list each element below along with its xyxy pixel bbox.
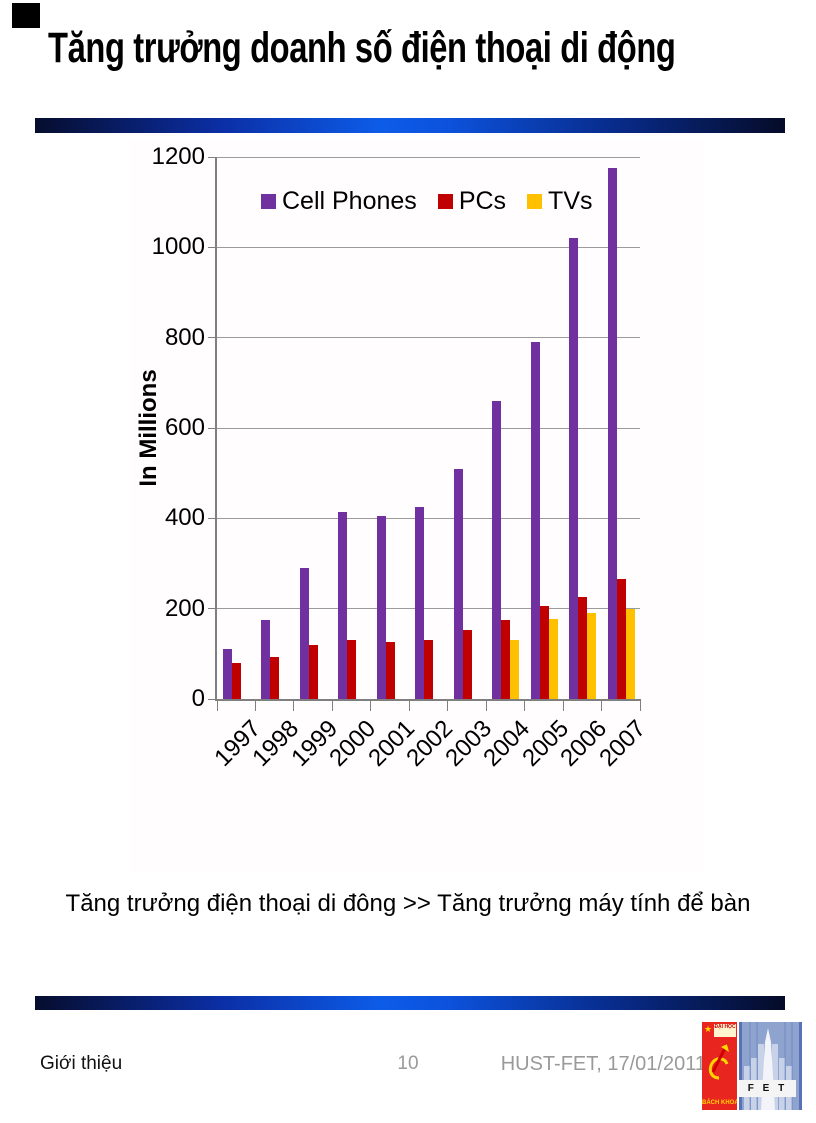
x-tickmark-0 [216, 699, 218, 711]
y-tickmark-400 [208, 517, 217, 519]
bar-pcs-2004 [501, 619, 511, 699]
y-tick-label-1000: 1000 [151, 233, 205, 261]
footer-credit: HUST-FET, 17/01/2011 [500, 1053, 706, 1075]
x-tickmark-9 [562, 699, 564, 711]
x-tickmark-4 [370, 699, 372, 711]
legend-swatch-icon [527, 194, 543, 209]
y-tickmark-1200 [208, 156, 217, 158]
bar-pcs-2003 [462, 630, 472, 699]
bar-pcs-1997 [232, 662, 241, 699]
y-tickmark-800 [208, 337, 217, 339]
gridline-400 [217, 517, 640, 519]
bar-pcs-1998 [270, 657, 280, 699]
bar-pcs-2006 [578, 597, 588, 699]
bar-chart: In Millions 0 200 400 600 800 1000 1200 1997 19… [130, 140, 705, 872]
legend-label: PCs [458, 187, 507, 215]
gridline-200 [217, 608, 640, 610]
y-tickmark-200 [208, 608, 217, 610]
x-tickmark-7 [485, 699, 487, 711]
x-tickmark-8 [524, 699, 526, 711]
bar-pcs-2000 [347, 640, 357, 699]
legend-item-pcs: PCs [437, 187, 507, 216]
title-divider-bar [35, 118, 785, 133]
bach-khoa-banner: ★ ĐẠI HỌC BÁCH KHOA [702, 1022, 737, 1110]
y-tick-label-0: 0 [191, 685, 205, 712]
legend-swatch-icon [437, 194, 453, 209]
gridline-1200 [217, 156, 640, 158]
legend-item-tvs: TVs [527, 187, 593, 216]
star-icon: ★ [704, 1024, 713, 1034]
y-tick-label-800: 800 [164, 323, 205, 351]
dai-hoc-label: ĐẠI HỌC [714, 1024, 736, 1037]
bar-pcs-2002 [424, 639, 434, 699]
fet-logo: F E T [739, 1022, 802, 1110]
x-tickmark-11 [639, 699, 641, 711]
gridline-600 [217, 427, 640, 429]
bar-pcs-2001 [385, 642, 395, 699]
chart-legend: Cell Phones PCs TVs [261, 187, 593, 216]
legend-label: Cell Phones [282, 187, 417, 215]
corner-decoration [12, 3, 40, 28]
bar-tvs-2006 [587, 613, 597, 699]
bar-cell-phones-2006 [569, 238, 579, 699]
page-number: 10 [397, 1053, 419, 1074]
y-tick-label-600: 600 [164, 414, 205, 441]
footer-divider-bar [35, 996, 785, 1010]
gridline-800 [217, 337, 640, 339]
x-tickmark-1 [254, 699, 256, 711]
university-logo: ★ ĐẠI HỌC BÁCH KHOA [702, 1022, 802, 1110]
y-tickmark-1000 [208, 246, 217, 248]
y-tick-label-200: 200 [164, 594, 205, 622]
x-tickmark-2 [293, 699, 295, 711]
bar-cell-phones-1998 [261, 619, 271, 699]
y-tickmark-600 [208, 427, 217, 429]
y-tickmark-0 [208, 698, 217, 700]
y-tick-label-1200: 1200 [151, 143, 205, 170]
y-tick-label-400: 400 [164, 504, 205, 532]
fet-label: F E T [739, 1080, 796, 1097]
bach-khoa-label: BÁCH KHOA [702, 1100, 737, 1106]
footer-section-label: Giới thiệu [40, 1053, 123, 1074]
bar-tvs-2005 [548, 618, 558, 699]
bar-cell-phones-2001 [376, 516, 386, 699]
bar-pcs-2005 [539, 606, 549, 699]
slide-caption: Tăng trưởng điện thoại di đông >> Tăng t… [65, 890, 751, 917]
bar-cell-phones-2007 [607, 168, 617, 699]
legend-item-cell-phones: Cell Phones [261, 187, 417, 216]
compass-emblem-icon [705, 1038, 733, 1087]
legend-swatch-icon [261, 194, 276, 209]
bar-cell-phones-2003 [453, 468, 463, 699]
bar-cell-phones-2005 [530, 342, 540, 699]
bar-cell-phones-2000 [338, 511, 348, 699]
bar-tvs-2004 [510, 640, 520, 699]
bar-cell-phones-1997 [223, 649, 232, 699]
bar-cell-phones-2004 [492, 400, 502, 699]
bar-pcs-2007 [616, 579, 626, 699]
gridline-1000 [217, 246, 640, 248]
bar-tvs-2007 [625, 608, 635, 699]
x-tickmark-5 [408, 699, 410, 711]
x-tickmark-3 [331, 699, 333, 711]
x-tickmark-10 [601, 699, 603, 711]
bar-cell-phones-2002 [415, 507, 425, 699]
plot-area: In Millions 0 200 400 600 800 1000 1200 1997 19… [135, 145, 651, 772]
x-tickmark-6 [447, 699, 449, 711]
slide-title: Tăng trưởng doanh số điện thoại di động [48, 24, 676, 72]
bar-pcs-1999 [308, 644, 318, 699]
bar-cell-phones-1999 [299, 568, 309, 699]
legend-label: TVs [548, 187, 593, 215]
